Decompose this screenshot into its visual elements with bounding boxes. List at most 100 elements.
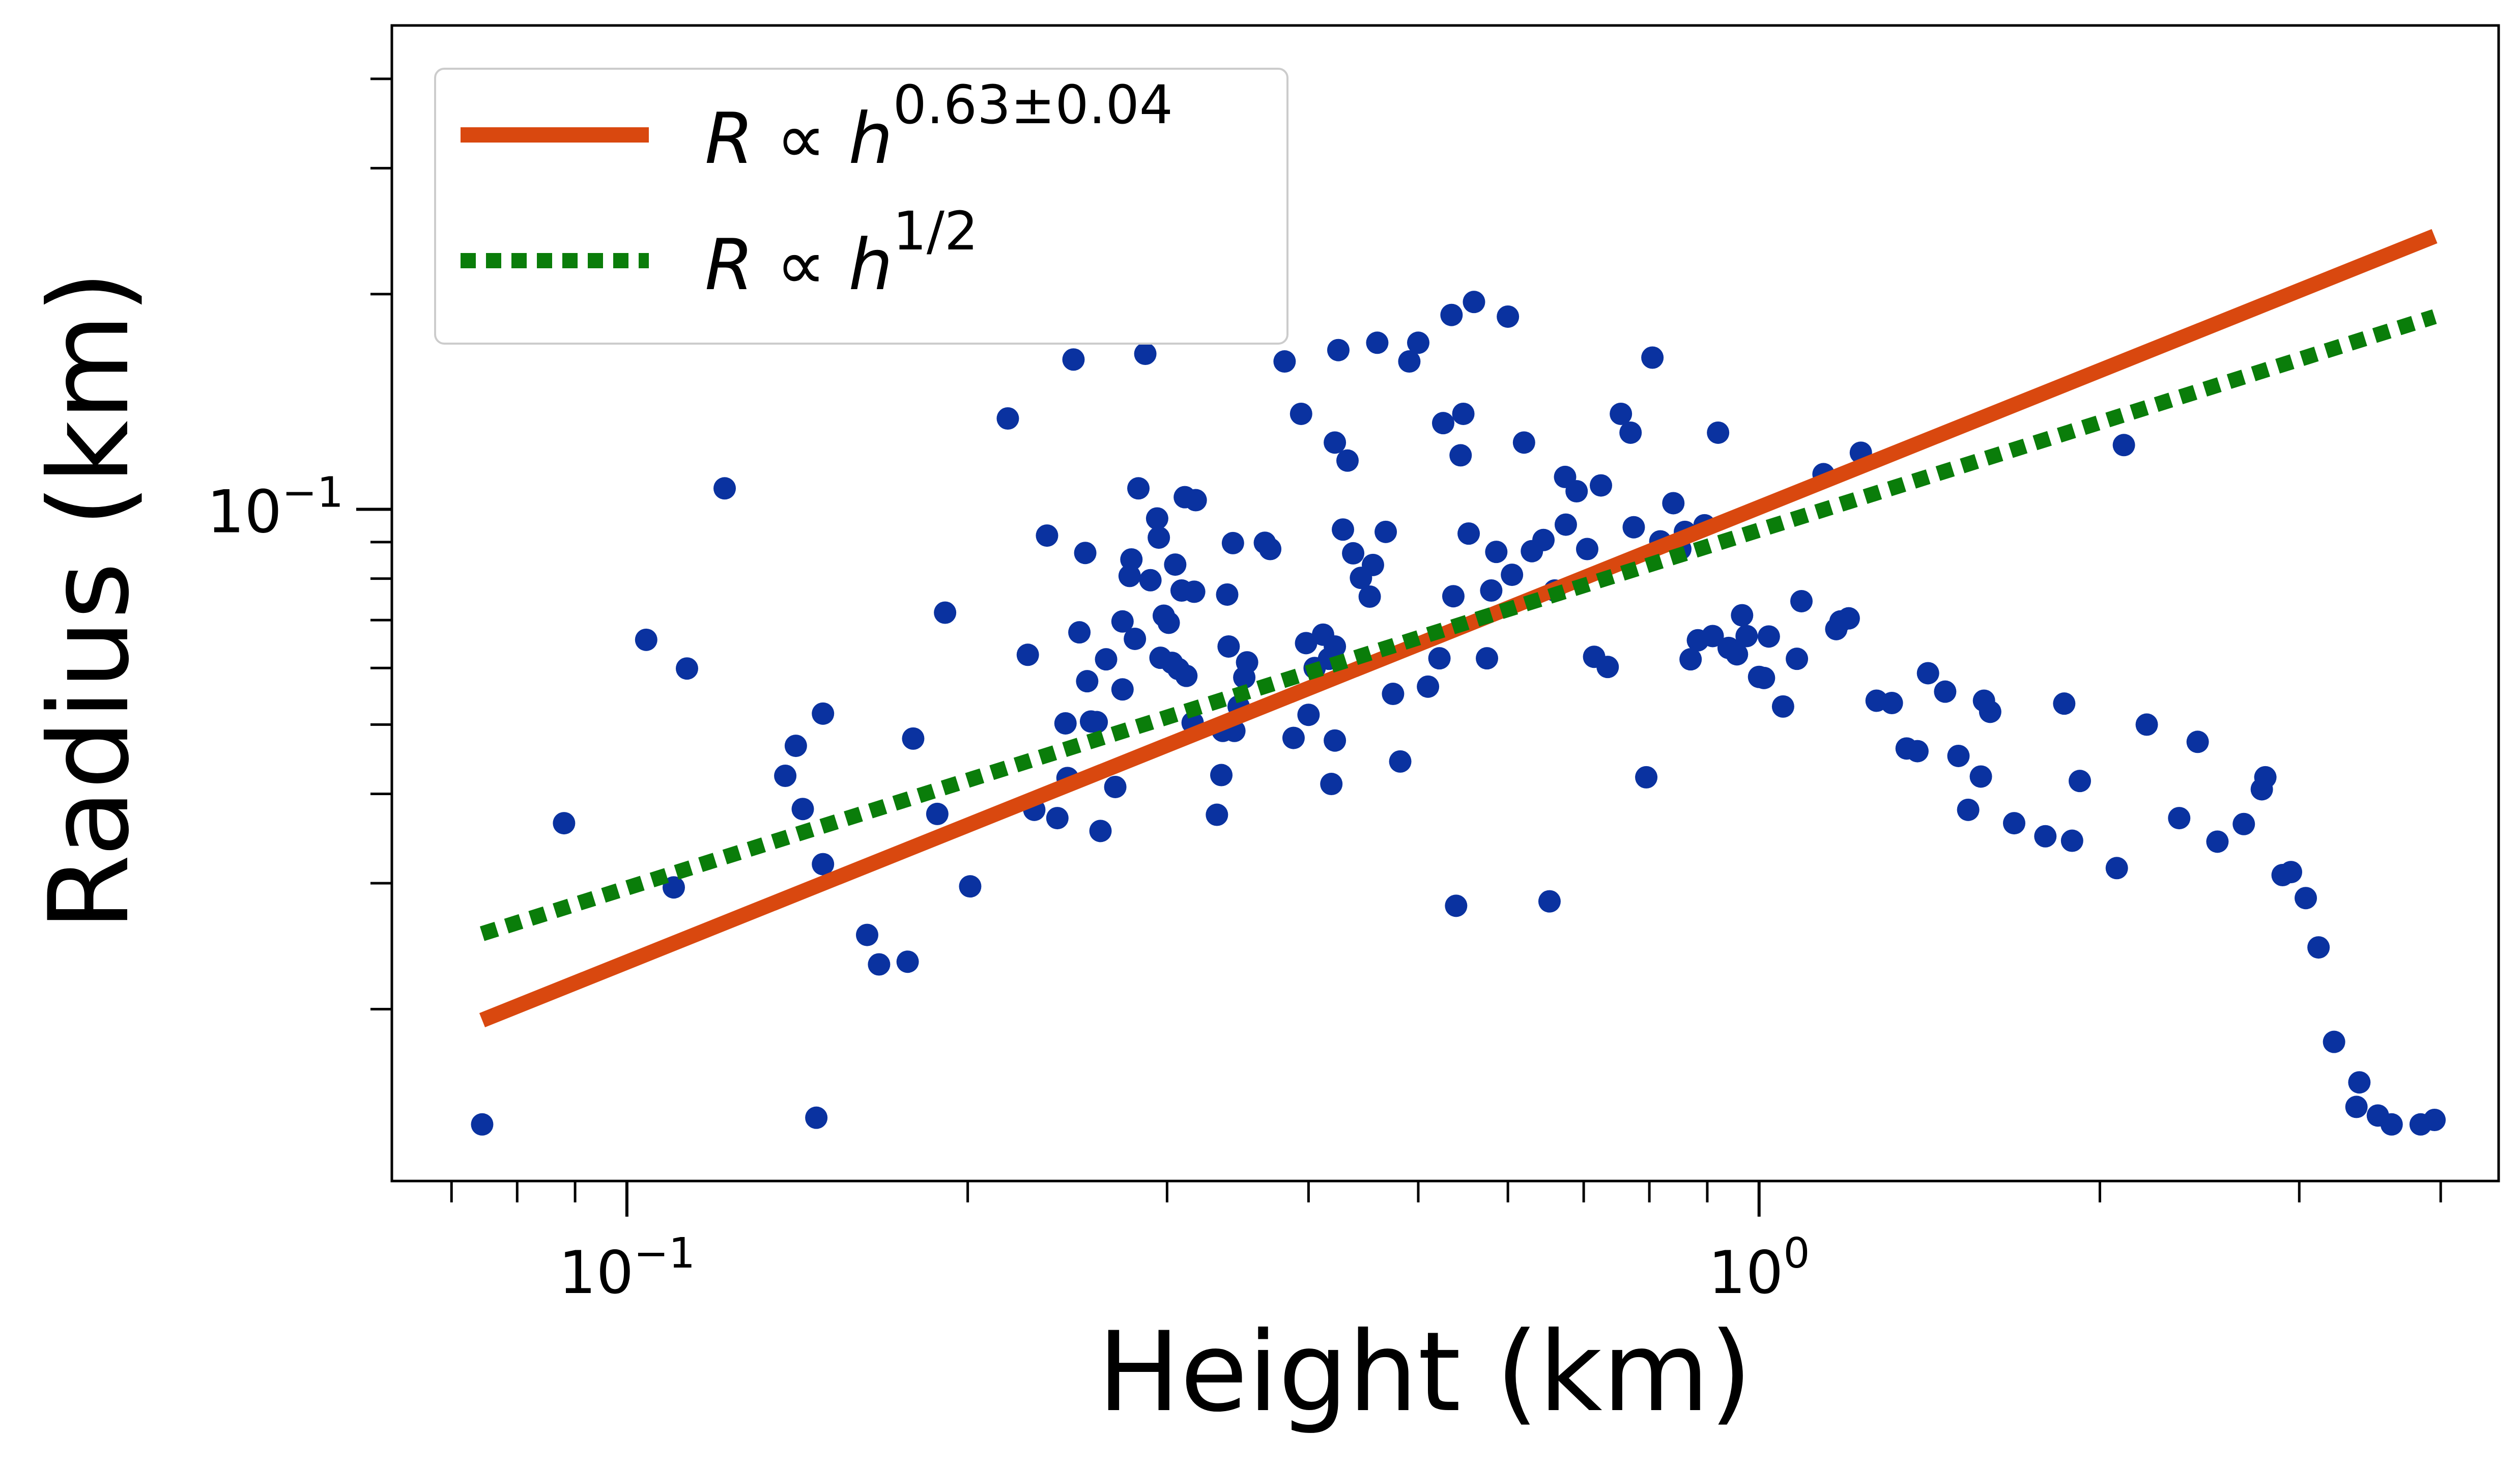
data-point — [1324, 729, 1347, 752]
data-point — [926, 802, 949, 825]
data-point — [1934, 680, 1957, 703]
data-point — [2168, 807, 2191, 830]
data-point — [2069, 770, 2092, 793]
data-point — [1906, 740, 1929, 763]
data-point — [1538, 890, 1561, 913]
data-point — [1210, 764, 1233, 786]
data-point — [1236, 651, 1258, 674]
plot-frame — [390, 24, 2500, 1183]
data-point — [2380, 1113, 2403, 1136]
data-point — [1036, 524, 1058, 547]
data-point — [1221, 531, 1244, 554]
data-point — [1641, 346, 1664, 369]
data-point — [1476, 647, 1499, 670]
data-point — [1417, 675, 1440, 698]
data-point — [1217, 635, 1240, 658]
data-point — [1120, 548, 1143, 571]
data-point — [1175, 664, 1198, 687]
data-point — [1216, 583, 1239, 606]
data-point — [1485, 541, 1508, 564]
data-point — [1259, 538, 1282, 560]
data-point — [1916, 662, 1939, 685]
data-point — [1480, 579, 1503, 602]
data-point — [934, 601, 957, 624]
data-point — [1111, 678, 1134, 701]
data-point — [1295, 632, 1318, 655]
data-point — [1046, 807, 1069, 830]
data-points — [471, 291, 2446, 1136]
data-point — [2348, 1071, 2371, 1094]
data-point — [2135, 713, 2158, 736]
data-point — [896, 950, 919, 973]
data-point — [1095, 648, 1118, 671]
data-point — [1452, 402, 1475, 425]
legend-label-sqrt: R ∝ h1/2 — [705, 200, 978, 306]
data-point — [1512, 431, 1535, 454]
data-point — [1320, 773, 1343, 796]
data-point — [713, 477, 736, 500]
data-point — [1068, 621, 1091, 644]
data-point — [805, 1106, 828, 1129]
data-point — [1554, 513, 1577, 536]
data-point — [1324, 431, 1347, 454]
data-point — [1366, 331, 1389, 354]
data-point — [1442, 585, 1465, 608]
data-point — [1662, 492, 1685, 515]
data-point — [1497, 305, 1520, 328]
data-point — [1501, 564, 1524, 586]
data-point — [791, 798, 814, 821]
data-point — [1457, 522, 1480, 545]
data-point — [1104, 775, 1127, 798]
data-point — [553, 812, 576, 835]
data-point — [1407, 331, 1429, 354]
data-point — [1282, 726, 1305, 749]
data-point — [1576, 538, 1598, 560]
data-point — [1374, 520, 1397, 543]
data-point — [1726, 643, 1749, 666]
data-point — [1679, 648, 1702, 671]
fit-lines — [479, 229, 2438, 1028]
data-point — [1389, 750, 1412, 773]
data-point — [2002, 812, 2025, 835]
data-point — [1184, 489, 1207, 512]
data-point — [1206, 803, 1228, 826]
data-point — [1463, 291, 1485, 314]
data-point — [1327, 339, 1350, 361]
data-point — [1428, 647, 1451, 670]
data-point — [1610, 402, 1633, 425]
data-point — [2423, 1108, 2446, 1131]
data-point — [2345, 1095, 2368, 1118]
data-point — [1331, 518, 1354, 541]
data-point — [1358, 585, 1381, 608]
data-point — [1273, 350, 1296, 373]
data-point — [1880, 692, 1903, 714]
data-point — [1342, 542, 1365, 565]
x-axis-ticks: 10−1 100 — [450, 1181, 2442, 1307]
data-point — [2295, 887, 2317, 910]
y-axis-ticks: 10−1 — [207, 77, 392, 1010]
data-point — [1127, 477, 1150, 500]
data-point — [1398, 350, 1421, 373]
data-point — [2279, 861, 2302, 884]
data-point — [1635, 766, 1658, 789]
data-point — [1837, 607, 1860, 630]
data-point — [1085, 711, 1108, 734]
data-point — [1148, 526, 1170, 549]
data-point — [675, 657, 698, 680]
data-point — [2105, 857, 2128, 880]
data-point — [2034, 825, 2057, 848]
data-point — [2307, 936, 2330, 959]
data-point — [1445, 894, 1468, 917]
x-tick-label: 100 — [1708, 1229, 1810, 1307]
data-point — [2323, 1030, 2345, 1053]
data-point — [1565, 480, 1588, 503]
y-axis-label: Radius (km) — [25, 271, 153, 931]
data-point — [1431, 412, 1454, 435]
data-point — [1324, 635, 1347, 658]
data-point — [1731, 604, 1754, 627]
data-point — [1297, 704, 1320, 726]
data-point — [2112, 434, 2135, 457]
legend-label-fit: R ∝ h0.63±0.04 — [705, 74, 1173, 180]
data-point — [1074, 542, 1097, 565]
